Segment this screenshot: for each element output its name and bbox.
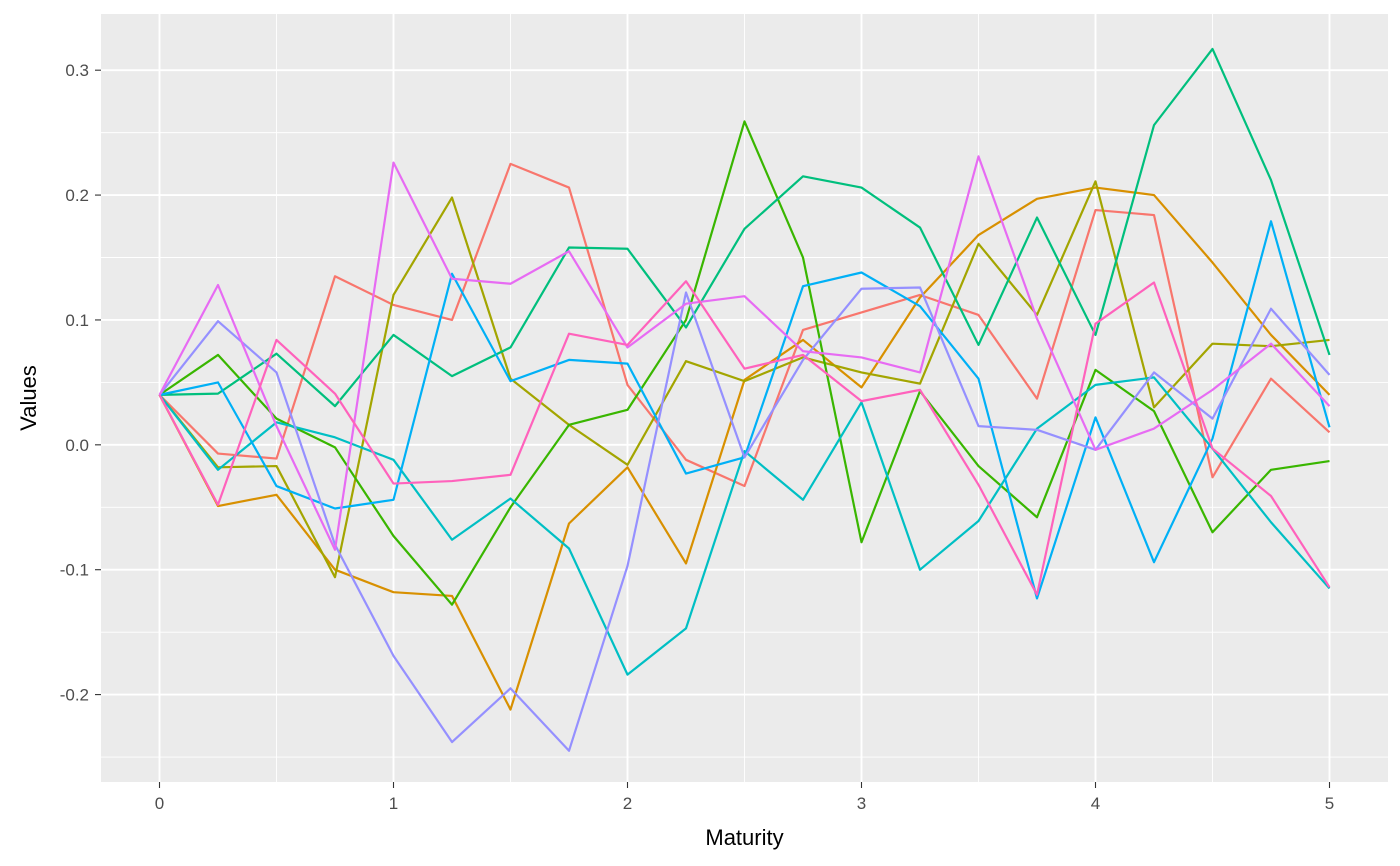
series-lines <box>158 47 1331 752</box>
x-tick-label: 1 <box>389 794 398 813</box>
series-line-6 <box>158 376 1331 676</box>
x-axis-title: Maturity <box>705 825 783 850</box>
x-tick-label: 2 <box>623 794 632 813</box>
y-axis-title: Values <box>16 365 41 431</box>
series-line-5 <box>159 47 1331 408</box>
y-tick-label: -0.1 <box>60 561 89 580</box>
x-tick-label: 4 <box>1091 794 1100 813</box>
series-line-10 <box>158 280 1331 596</box>
series-line-8 <box>158 286 1331 752</box>
y-tick-label: -0.2 <box>60 686 89 705</box>
series-line-9 <box>158 155 1331 551</box>
minor-gridlines <box>101 14 1388 782</box>
y-tick-label: 0.2 <box>65 186 89 205</box>
series-line-3 <box>158 180 1330 579</box>
y-tick-label: 0.3 <box>65 61 89 80</box>
series-line-1 <box>158 162 1331 488</box>
x-tick-label: 3 <box>857 794 866 813</box>
major-gridlines <box>101 14 1388 782</box>
y-tick-label: 0.1 <box>65 311 89 330</box>
x-tick-label: 5 <box>1325 794 1334 813</box>
x-axis-ticks: 0 1 2 3 4 5 <box>155 782 1334 813</box>
x-tick-label: 0 <box>155 794 164 813</box>
y-axis-ticks: -0.2 -0.1 0.0 0.1 0.2 0.3 <box>60 61 101 705</box>
y-tick-label: 0.0 <box>65 436 89 455</box>
